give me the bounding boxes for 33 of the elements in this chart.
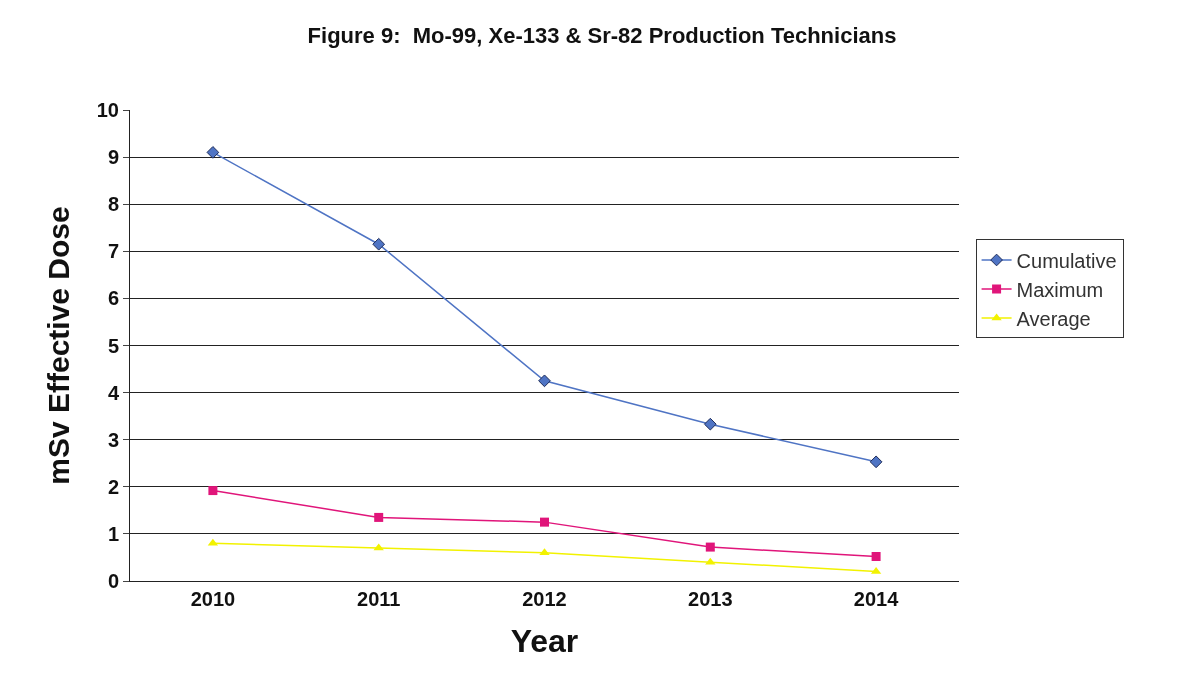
y-tick-label: 5 [107, 334, 119, 357]
point [373, 543, 384, 551]
legend-label: Maximum [1016, 278, 1104, 301]
x-tick-label: 2012 [522, 588, 567, 610]
y-tick-label: 6 [107, 287, 119, 310]
point [206, 146, 220, 159]
x-tick-label: 2013 [688, 588, 733, 610]
point [538, 374, 551, 388]
y-tick-label: 2 [107, 475, 119, 498]
legend-label: Average [1016, 307, 1091, 330]
y-tick-label: 7 [107, 240, 119, 263]
point [869, 455, 883, 469]
y-tick-label: 3 [107, 428, 119, 451]
point [703, 417, 717, 431]
y-tick-label: 8 [107, 193, 119, 216]
y-tick-label: 4 [107, 381, 120, 404]
y-tick-label: 10 [96, 99, 119, 121]
point [208, 486, 218, 496]
y-tick-label: 9 [107, 146, 119, 169]
legend-label: Cumulative [1016, 249, 1117, 272]
point [705, 542, 715, 552]
point [374, 512, 384, 522]
y-tick-label: 0 [107, 570, 119, 592]
chart-title: Figure 9: Mo-99, Xe-133 & Sr-82 Production Technicians [307, 23, 897, 49]
y-axis-title: mSv Effective Dose [41, 206, 75, 485]
x-tick-label: 2014 [853, 588, 900, 610]
point [871, 552, 881, 562]
point [540, 517, 549, 527]
x-tick-label: 2010 [190, 588, 236, 610]
x-axis-title: Year [510, 622, 579, 659]
point [372, 237, 386, 251]
x-tick-label: 2011 [357, 588, 401, 610]
y-tick-label: 1 [107, 522, 119, 545]
